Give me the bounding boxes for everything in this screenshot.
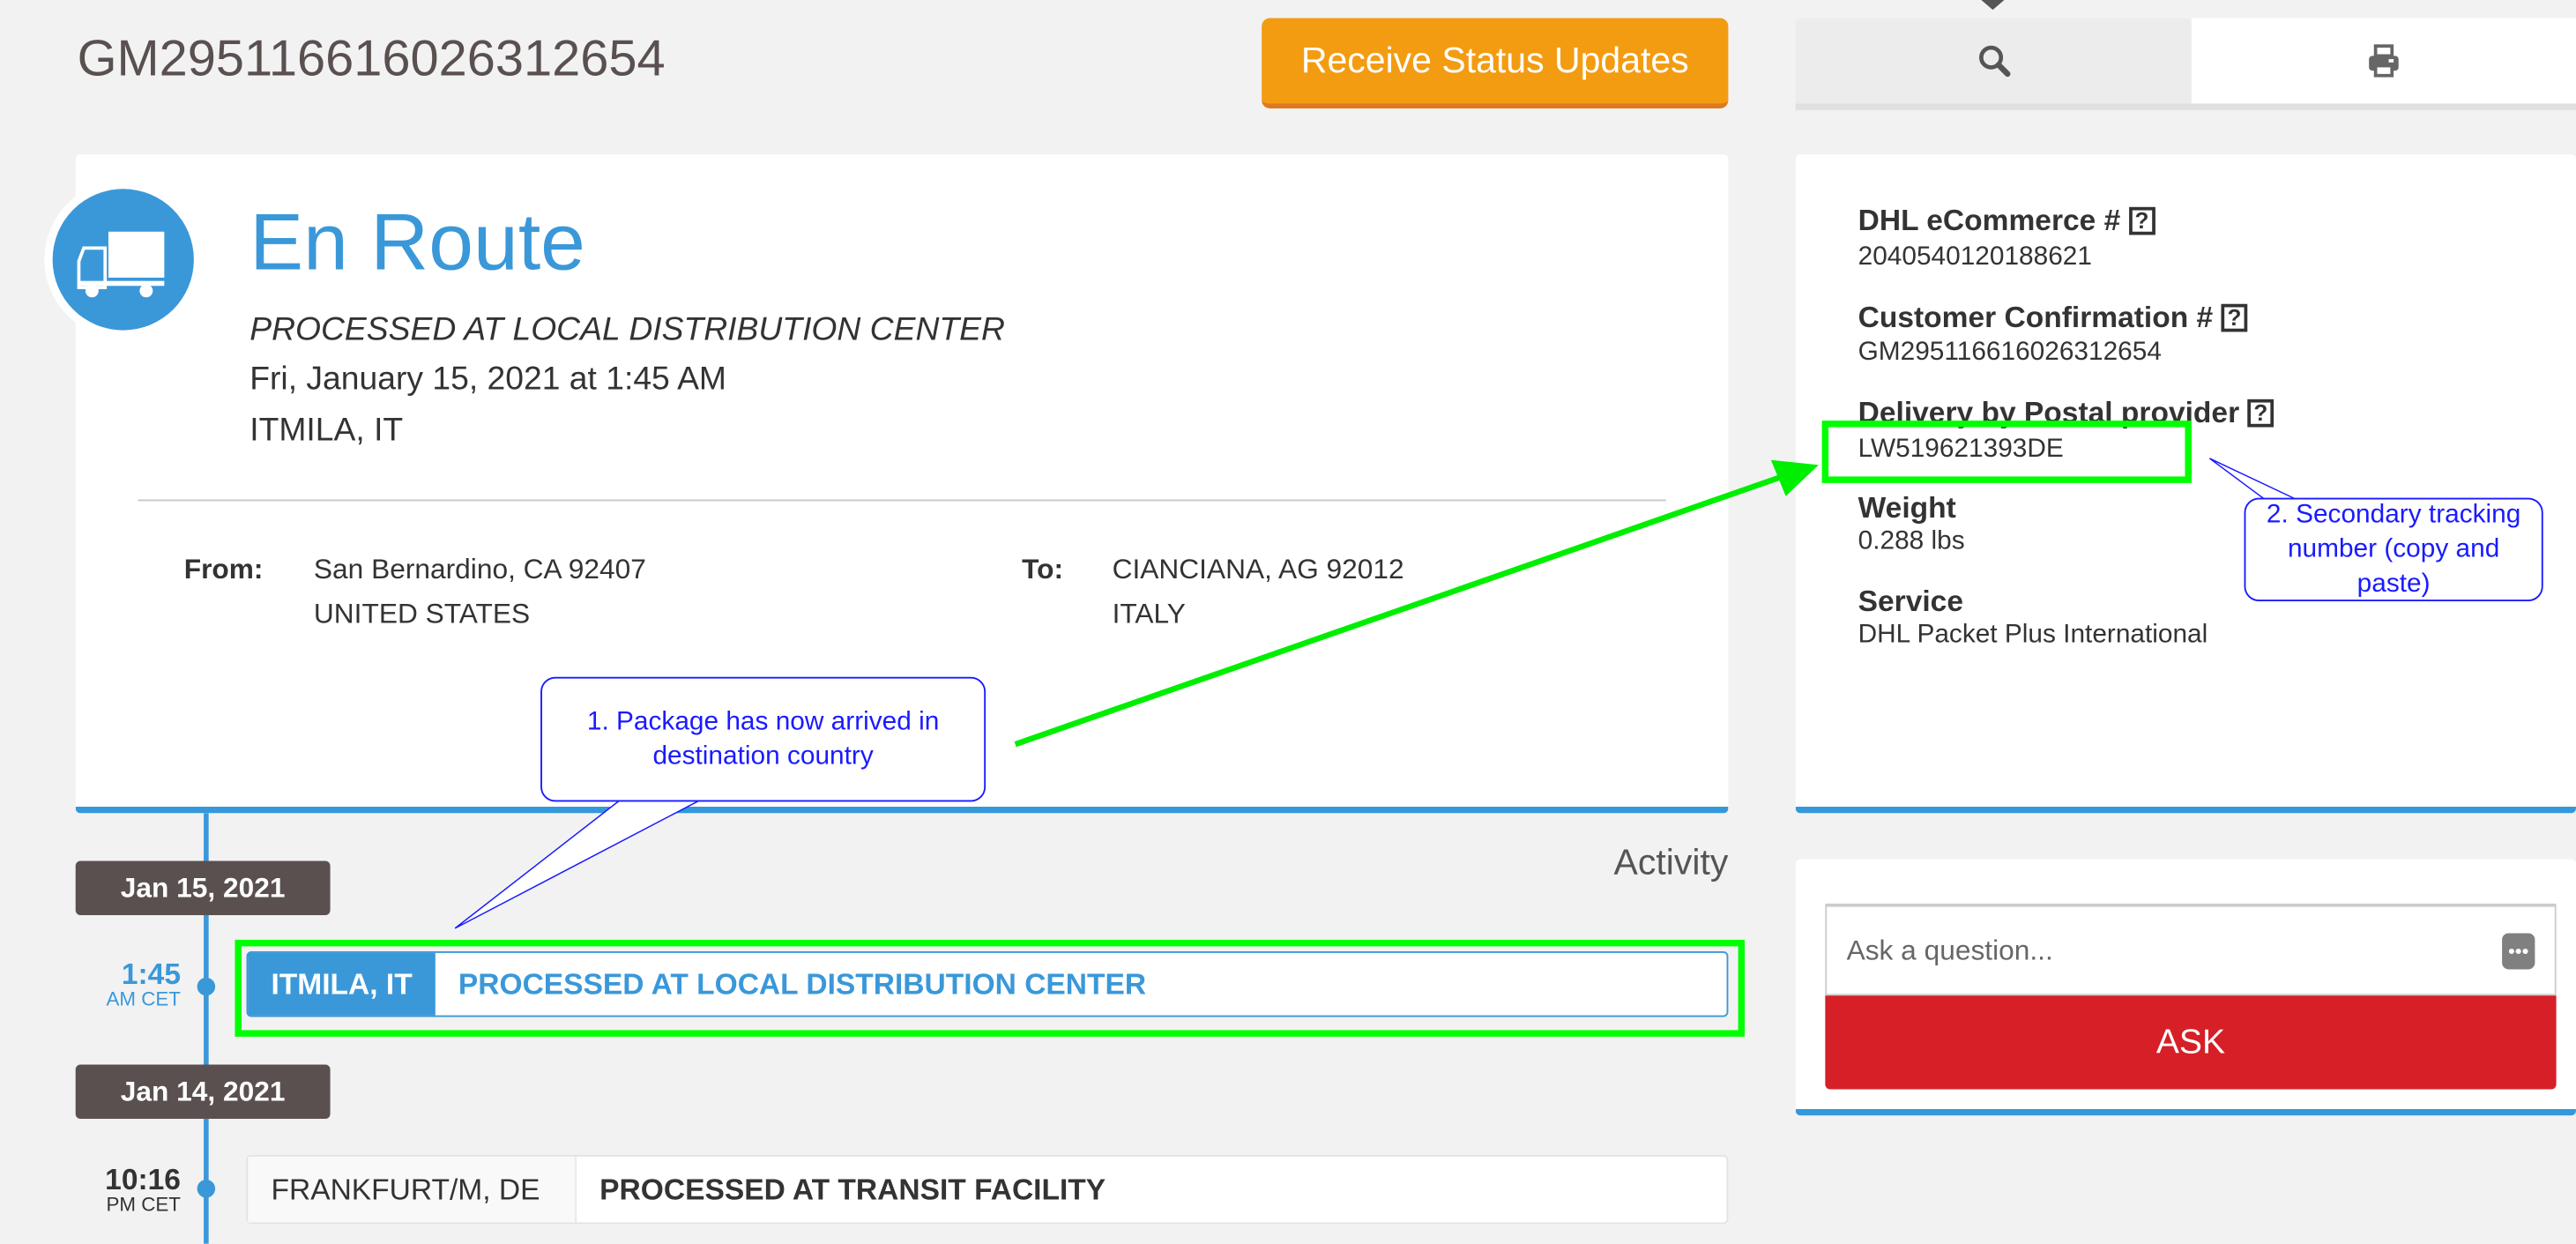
receive-status-updates-button[interactable]: Receive Status Updates <box>1262 18 1729 108</box>
label-text: Customer Confirmation # <box>1858 301 2214 334</box>
ecommerce-number: 2040540120188621 <box>1858 242 2092 272</box>
timezone: PM CET <box>106 1192 181 1216</box>
timezone: AM CET <box>106 987 181 1011</box>
detail-label: Service <box>1858 585 1963 618</box>
detail-label: Customer Confirmation #? <box>1858 301 2248 335</box>
event-time: 10:16 PM CET <box>105 1165 181 1216</box>
event-description: PROCESSED AT LOCAL DISTRIBUTION CENTER <box>458 966 1147 1000</box>
status-icon-circle <box>44 180 203 339</box>
status-location: ITMILA, IT <box>249 412 404 449</box>
from-address: San Bernardino, CA 92407 UNITED STATES <box>314 548 646 637</box>
tracking-number-title: GM295116616026312654 <box>77 29 666 87</box>
event-row[interactable]: FRANKFURT/M, DE PROCESSED AT TRANSIT FAC… <box>246 1155 1729 1225</box>
to-line1: CIANCIANA, AG 92012 <box>1112 553 1404 585</box>
timeline-line <box>204 813 209 1244</box>
details-card <box>1795 154 2576 814</box>
ask-button[interactable]: ASK <box>1825 995 2557 1090</box>
to-address: CIANCIANA, AG 92012 ITALY <box>1113 548 1404 637</box>
event-location: ITMILA, IT <box>248 952 436 1016</box>
ask-placeholder: Ask a question... <box>1846 934 2053 965</box>
ask-input[interactable]: Ask a question... ••• <box>1825 903 2557 996</box>
printer-icon <box>2369 44 2399 78</box>
from-line2: UNITED STATES <box>313 598 531 629</box>
to-label: To: <box>1022 553 1064 585</box>
time-value: 1:45 <box>121 957 181 991</box>
help-icon[interactable]: ? <box>2247 399 2274 428</box>
highlight-box <box>235 939 1746 1037</box>
timeline-dot <box>197 977 216 996</box>
divider <box>138 499 1666 502</box>
timeline-dot <box>197 1179 216 1198</box>
highlight-box <box>1821 421 2192 483</box>
search-icon <box>1978 45 2010 78</box>
callout-1-tail <box>454 796 707 929</box>
more-icon[interactable]: ••• <box>2502 932 2535 969</box>
truck-icon <box>77 231 165 298</box>
event-description: PROCESSED AT TRANSIT FACILITY <box>599 1172 1106 1205</box>
callout-2-tail <box>2208 458 2301 503</box>
status-datetime: Fri, January 15, 2021 at 1:45 AM <box>249 361 726 398</box>
arrow-line <box>1014 473 1783 748</box>
date-pill: Jan 15, 2021 <box>75 860 331 915</box>
time-value: 10:16 <box>105 1163 181 1196</box>
date-pill: Jan 14, 2021 <box>75 1064 331 1120</box>
status-detail: PROCESSED AT LOCAL DISTRIBUTION CENTER <box>249 312 1005 349</box>
service-value: DHL Packet Plus International <box>1858 621 2208 650</box>
label-text: DHL eCommerce # <box>1858 204 2121 237</box>
to-line2: ITALY <box>1112 598 1186 629</box>
tool-tabs <box>1795 18 2576 110</box>
callout-1: 1. Package has now arrived in destinatio… <box>540 676 986 802</box>
weight-value: 0.288 lbs <box>1858 527 1965 555</box>
tab-search[interactable] <box>1795 18 2192 104</box>
postal-tracking-number: LW519621393DE <box>1858 435 2064 464</box>
from-label: From: <box>183 553 264 585</box>
detail-label: Weight <box>1858 491 1956 525</box>
customer-confirmation-number: GM295116616026312654 <box>1858 338 2162 367</box>
help-icon[interactable]: ? <box>2128 206 2155 235</box>
tab-print[interactable] <box>2191 18 2576 104</box>
tab-pointer-icon <box>1981 0 2005 11</box>
callout-2: 2. Secondary tracking number (copy and p… <box>2244 497 2543 602</box>
from-line1: San Bernardino, CA 92407 <box>313 553 646 585</box>
status-title: En Route <box>249 198 585 288</box>
arrow-head-icon <box>1770 459 1819 496</box>
help-icon[interactable]: ? <box>2221 303 2248 332</box>
detail-label: DHL eCommerce #? <box>1858 204 2155 238</box>
activity-heading: Activity <box>1613 841 1729 883</box>
event-row[interactable]: ITMILA, IT PROCESSED AT LOCAL DISTRIBUTI… <box>246 950 1729 1017</box>
event-time: 1:45 AM CET <box>106 959 180 1010</box>
event-location: FRANKFURT/M, DE <box>248 1156 577 1223</box>
